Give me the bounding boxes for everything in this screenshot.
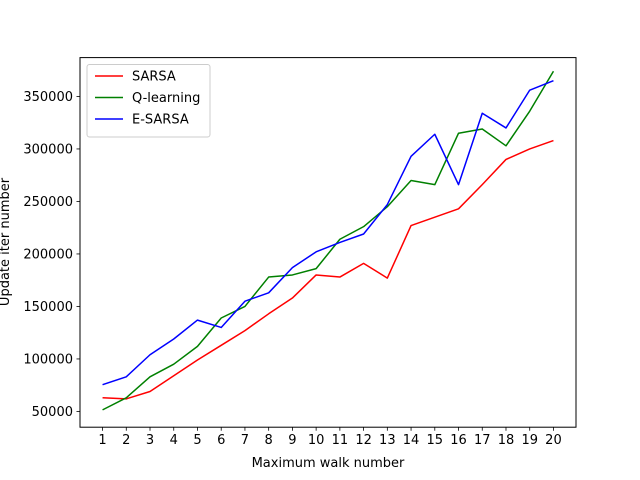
y-tick-label: 50000 [32,405,73,420]
plot-frame [79,57,577,428]
x-tick-label: 13 [379,433,396,448]
y-tick-label: 350000 [23,90,73,105]
x-tick-label: 10 [308,433,325,448]
legend-label: E-SARSA [132,113,189,128]
y-tick-label: 100000 [23,352,73,367]
series-line-q-learning [102,70,555,411]
x-tick-label: 16 [450,433,467,448]
x-tick-label: 6 [217,433,225,448]
legend: SARSA Q-learning E-SARSA [86,64,211,138]
x-axis-label: Maximum walk number [252,456,405,471]
x-tick-label: 5 [193,433,201,448]
y-tick-label: 300000 [23,142,73,157]
x-tick-label: 14 [403,433,420,448]
y-tick-label: 250000 [23,195,73,210]
x-tick-label: 9 [288,433,296,448]
series-layer [102,70,555,411]
x-tick-label: 4 [170,433,178,448]
series-line-sarsa [102,139,554,400]
x-tick-label: 3 [146,433,154,448]
y-tick-label: 150000 [23,300,73,315]
x-tick-label: 1 [98,433,106,448]
y-axis: 50000 100000 150000 200000 250000 300000 35000… [23,90,80,420]
x-tick-label: 15 [427,433,444,448]
series-line-e-sarsa [102,80,554,386]
y-tick-label: 200000 [23,247,73,262]
x-tick-label: 2 [122,433,130,448]
x-axis: 1 2 3 4 5 6 7 8 9 10 11 12 13 14 15 16 17 18 19 20 [98,427,562,448]
x-tick-label: 18 [498,433,515,448]
x-tick-label: 7 [241,433,249,448]
x-tick-label: 19 [521,433,538,448]
x-tick-label: 12 [355,433,372,448]
legend-label: Q-learning [132,91,200,106]
y-axis-label: Update iter number [0,177,13,306]
x-tick-label: 20 [545,433,562,448]
x-tick-label: 17 [474,433,491,448]
x-tick-label: 11 [332,433,349,448]
x-tick-label: 8 [265,433,273,448]
legend-label: SARSA [132,70,176,85]
